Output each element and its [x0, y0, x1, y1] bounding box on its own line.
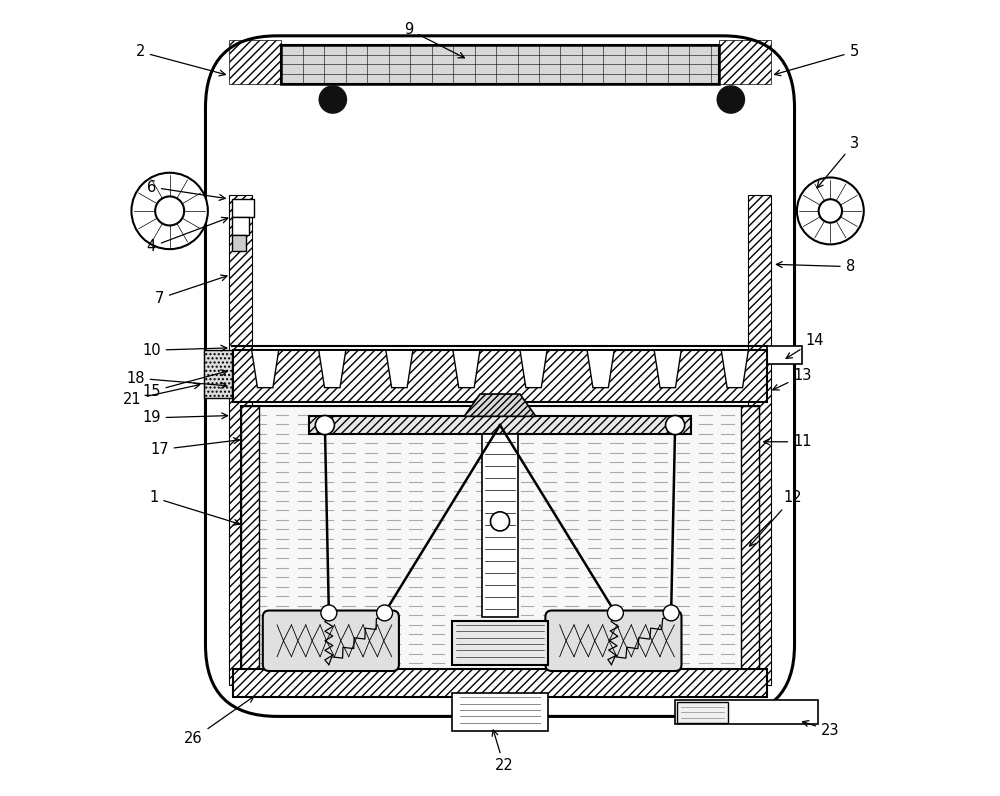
- Circle shape: [377, 605, 393, 621]
- Text: 23: 23: [802, 720, 840, 738]
- Text: 21: 21: [123, 383, 200, 407]
- Bar: [677, 702, 728, 723]
- Bar: [233, 669, 767, 696]
- Bar: [233, 350, 767, 402]
- Circle shape: [321, 605, 337, 621]
- Bar: [767, 346, 802, 364]
- Bar: [482, 434, 518, 617]
- Text: 9: 9: [404, 22, 464, 58]
- Polygon shape: [520, 350, 547, 388]
- Circle shape: [666, 416, 685, 435]
- Circle shape: [131, 173, 208, 249]
- Bar: [229, 40, 281, 84]
- Text: 12: 12: [750, 490, 802, 546]
- Bar: [741, 406, 759, 673]
- Circle shape: [490, 512, 510, 531]
- Circle shape: [319, 85, 347, 114]
- Circle shape: [819, 199, 842, 223]
- Bar: [232, 235, 246, 251]
- FancyBboxPatch shape: [205, 36, 795, 716]
- Text: 7: 7: [155, 275, 227, 306]
- Circle shape: [155, 197, 184, 225]
- Text: 22: 22: [492, 730, 513, 773]
- Polygon shape: [721, 350, 748, 388]
- Polygon shape: [386, 350, 413, 388]
- Circle shape: [315, 416, 334, 435]
- Text: 3: 3: [817, 136, 859, 188]
- Bar: [748, 195, 771, 685]
- Text: 4: 4: [147, 217, 228, 254]
- Polygon shape: [252, 350, 279, 388]
- Text: 2: 2: [136, 45, 225, 76]
- FancyBboxPatch shape: [545, 611, 681, 671]
- Text: 17: 17: [150, 438, 240, 457]
- Bar: [452, 693, 548, 731]
- Bar: [719, 40, 771, 84]
- Text: 26: 26: [184, 696, 254, 746]
- Bar: [281, 45, 719, 84]
- Text: 5: 5: [775, 45, 859, 76]
- Polygon shape: [464, 394, 536, 416]
- Bar: [232, 217, 249, 235]
- Circle shape: [607, 605, 623, 621]
- Bar: [281, 45, 719, 84]
- Bar: [675, 700, 818, 724]
- Bar: [232, 199, 254, 217]
- Text: 14: 14: [786, 334, 824, 358]
- FancyBboxPatch shape: [263, 611, 399, 671]
- Text: 13: 13: [773, 369, 812, 390]
- Polygon shape: [654, 350, 681, 388]
- Text: 15: 15: [142, 370, 227, 399]
- Bar: [241, 406, 759, 673]
- Polygon shape: [319, 350, 346, 388]
- Bar: [241, 406, 259, 673]
- Text: 6: 6: [147, 180, 225, 201]
- Text: 11: 11: [764, 435, 812, 449]
- Text: 8: 8: [776, 259, 855, 274]
- Text: 1: 1: [149, 490, 240, 525]
- Bar: [204, 350, 232, 398]
- Circle shape: [797, 178, 864, 244]
- Polygon shape: [453, 350, 480, 388]
- Bar: [229, 195, 252, 685]
- Bar: [452, 621, 548, 665]
- Text: 10: 10: [142, 343, 227, 357]
- Text: 19: 19: [142, 411, 228, 425]
- Bar: [309, 416, 691, 434]
- Polygon shape: [587, 350, 614, 388]
- Text: 18: 18: [126, 371, 227, 388]
- Circle shape: [663, 605, 679, 621]
- Circle shape: [717, 85, 745, 114]
